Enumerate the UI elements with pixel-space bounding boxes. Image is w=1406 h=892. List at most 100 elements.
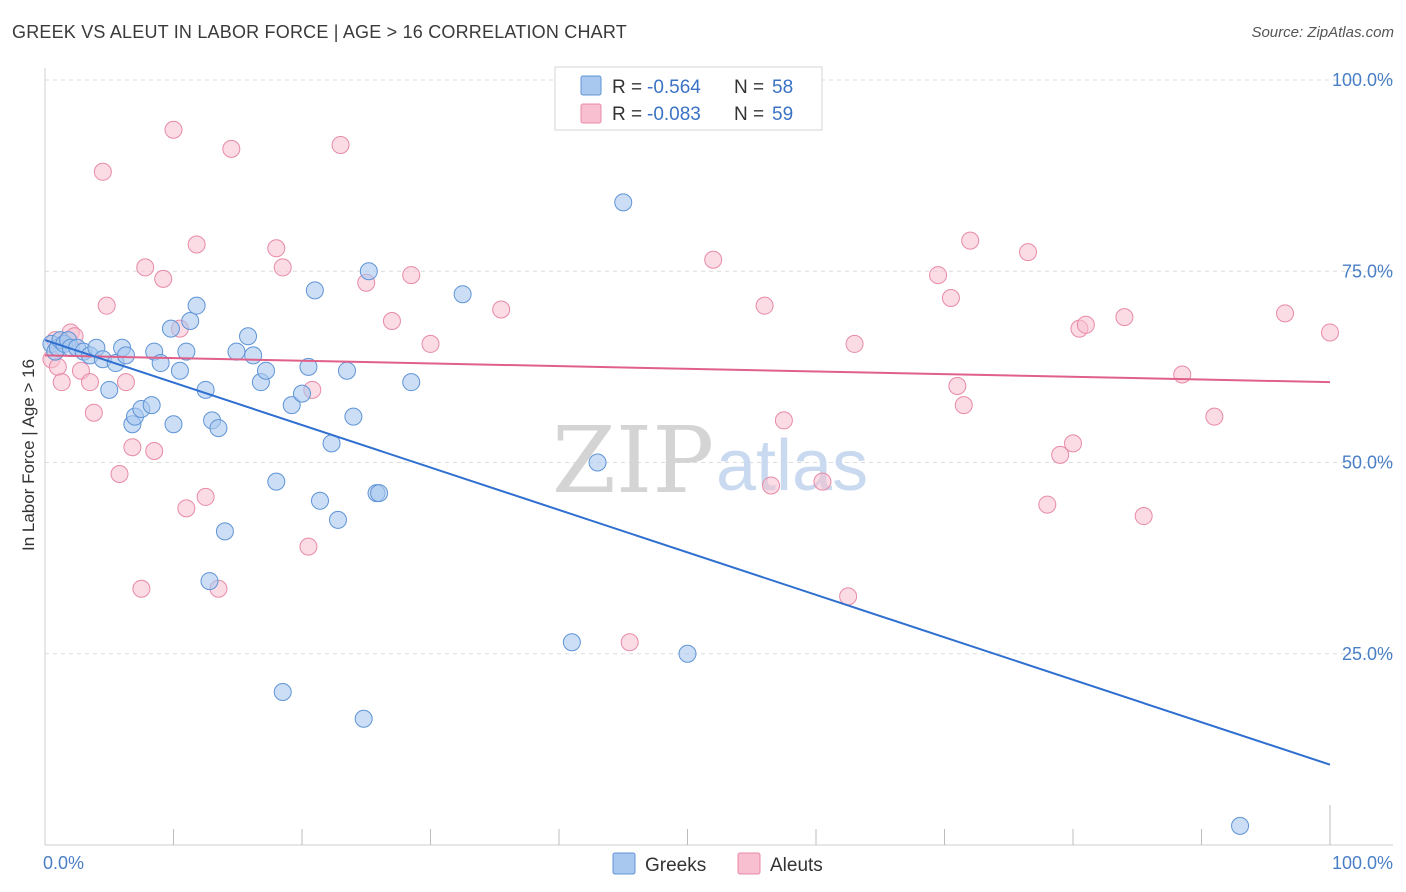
gridlines xyxy=(45,79,1393,655)
legend-r-label-1: R = xyxy=(612,77,642,98)
aleut-point-24 xyxy=(222,139,241,158)
y-tick-label-2: 50.0% xyxy=(1342,453,1393,473)
aleut-point-22 xyxy=(196,487,215,506)
aleut-point-44 xyxy=(941,289,960,308)
greek-point-50 xyxy=(359,262,378,281)
aleut-point-47 xyxy=(961,231,980,250)
aleut-point-21 xyxy=(187,235,206,254)
aleut-point-14 xyxy=(132,579,151,598)
greek-point-31 xyxy=(215,522,234,541)
correlation-legend: R = -0.564 N = 58 R = -0.083 N = 59 xyxy=(554,66,823,131)
x-tick-label-right: 100.0% xyxy=(1332,853,1393,873)
greek-point-34 xyxy=(239,327,258,346)
aleut-point-20 xyxy=(177,499,196,518)
aleut-point-29 xyxy=(331,136,350,155)
legend-swatch-greeks-bottom xyxy=(612,852,636,875)
greek-point-43 xyxy=(305,281,324,300)
aleut-point-51 xyxy=(1064,434,1082,453)
y-axis-title: In Labor Force | Age > 16 xyxy=(19,359,38,551)
aleut-point-41 xyxy=(839,587,858,606)
aleut-point-8 xyxy=(84,403,103,422)
greek-point-27 xyxy=(187,296,206,315)
greek-point-47 xyxy=(337,361,356,380)
greek-point-37 xyxy=(257,361,276,380)
greek-point-46 xyxy=(328,510,347,529)
aleut-point-43 xyxy=(929,266,948,285)
greek-point-15 xyxy=(116,346,135,365)
legend-swatch-aleuts xyxy=(580,103,602,124)
aleut-point-46 xyxy=(954,396,973,415)
legend-n-label-2: N = xyxy=(734,104,764,125)
aleut-point-35 xyxy=(620,633,639,652)
aleut-point-16 xyxy=(145,442,164,461)
aleut-point-55 xyxy=(1134,507,1153,526)
greek-point-54 xyxy=(453,285,472,304)
greek-point-44 xyxy=(310,491,329,510)
legend-label-greeks: Greeks xyxy=(645,855,706,876)
y-tick-label-0: 100.0% xyxy=(1332,70,1393,90)
aleut-point-10 xyxy=(97,296,116,315)
chart-title: GREEK VS ALEUT IN LABOR FORCE | AGE > 16… xyxy=(12,22,627,42)
aleut-point-49 xyxy=(1038,495,1057,514)
legend-swatch-greeks xyxy=(580,75,602,96)
aleut-point-45 xyxy=(948,377,967,395)
aleut-point-48 xyxy=(1019,243,1038,262)
aleut-point-38 xyxy=(762,476,781,495)
greek-point-33 xyxy=(227,342,246,361)
aleut-point-15 xyxy=(136,258,155,277)
aleut-point-40 xyxy=(813,472,832,491)
greek-point-26 xyxy=(181,311,200,330)
aleut-point-12 xyxy=(116,373,135,392)
aleut-point-32 xyxy=(402,266,421,285)
legend-n-label-1: N = xyxy=(734,77,764,98)
y-tick-label-1: 75.0% xyxy=(1342,261,1393,281)
aleut-point-39 xyxy=(774,411,793,430)
greek-point-42 xyxy=(299,357,318,376)
aleut-point-37 xyxy=(755,296,774,315)
aleut-point-25 xyxy=(267,239,286,258)
legend-n-value-greeks: 58 xyxy=(772,77,793,98)
aleut-point-11 xyxy=(110,464,129,483)
greek-point-59 xyxy=(1231,816,1250,835)
aleut-point-13 xyxy=(123,438,142,457)
greek-point-57 xyxy=(614,193,633,212)
greek-point-23 xyxy=(170,361,189,380)
greek-point-19 xyxy=(142,396,161,415)
greek-point-49 xyxy=(354,709,373,728)
greek-point-52 xyxy=(370,484,389,503)
legend-r-value-greeks: -0.564 xyxy=(647,77,701,98)
trend-lines xyxy=(44,339,1331,766)
aleut-point-50 xyxy=(1051,445,1070,464)
greek-point-38 xyxy=(267,472,286,491)
aleut-points xyxy=(42,120,1339,652)
legend-swatch-aleuts-bottom xyxy=(737,852,761,875)
greek-point-48 xyxy=(344,407,363,426)
aleut-point-2 xyxy=(48,357,67,376)
aleut-point-53 xyxy=(1076,315,1095,334)
greek-points xyxy=(42,193,1250,835)
aleut-point-18 xyxy=(164,120,183,139)
greek-point-24 xyxy=(177,342,196,361)
greek-trend-line xyxy=(44,339,1331,766)
watermark-atlas: atlas xyxy=(716,426,868,506)
greek-point-55 xyxy=(562,633,581,652)
greek-point-40 xyxy=(282,396,301,415)
aleut-point-9 xyxy=(93,162,112,181)
aleut-point-57 xyxy=(1205,407,1224,426)
axes xyxy=(44,68,1393,846)
aleut-point-36 xyxy=(704,250,723,269)
legend-label-aleuts: Aleuts xyxy=(770,855,823,876)
aleut-point-7 xyxy=(80,373,99,392)
aleut-point-26 xyxy=(273,258,292,277)
greek-point-58 xyxy=(678,644,697,663)
greek-point-12 xyxy=(100,380,119,399)
aleut-point-42 xyxy=(845,334,864,353)
aleut-point-33 xyxy=(421,334,440,353)
watermark-zip: ZIP xyxy=(552,407,714,514)
x-tick-label-left: 0.0% xyxy=(43,853,84,873)
aleut-point-56 xyxy=(1173,365,1192,384)
aleut-point-34 xyxy=(492,300,511,319)
source-credit: Source: ZipAtlas.com xyxy=(1251,24,1394,41)
aleut-point-58 xyxy=(1276,304,1295,323)
greek-point-35 xyxy=(244,346,263,365)
